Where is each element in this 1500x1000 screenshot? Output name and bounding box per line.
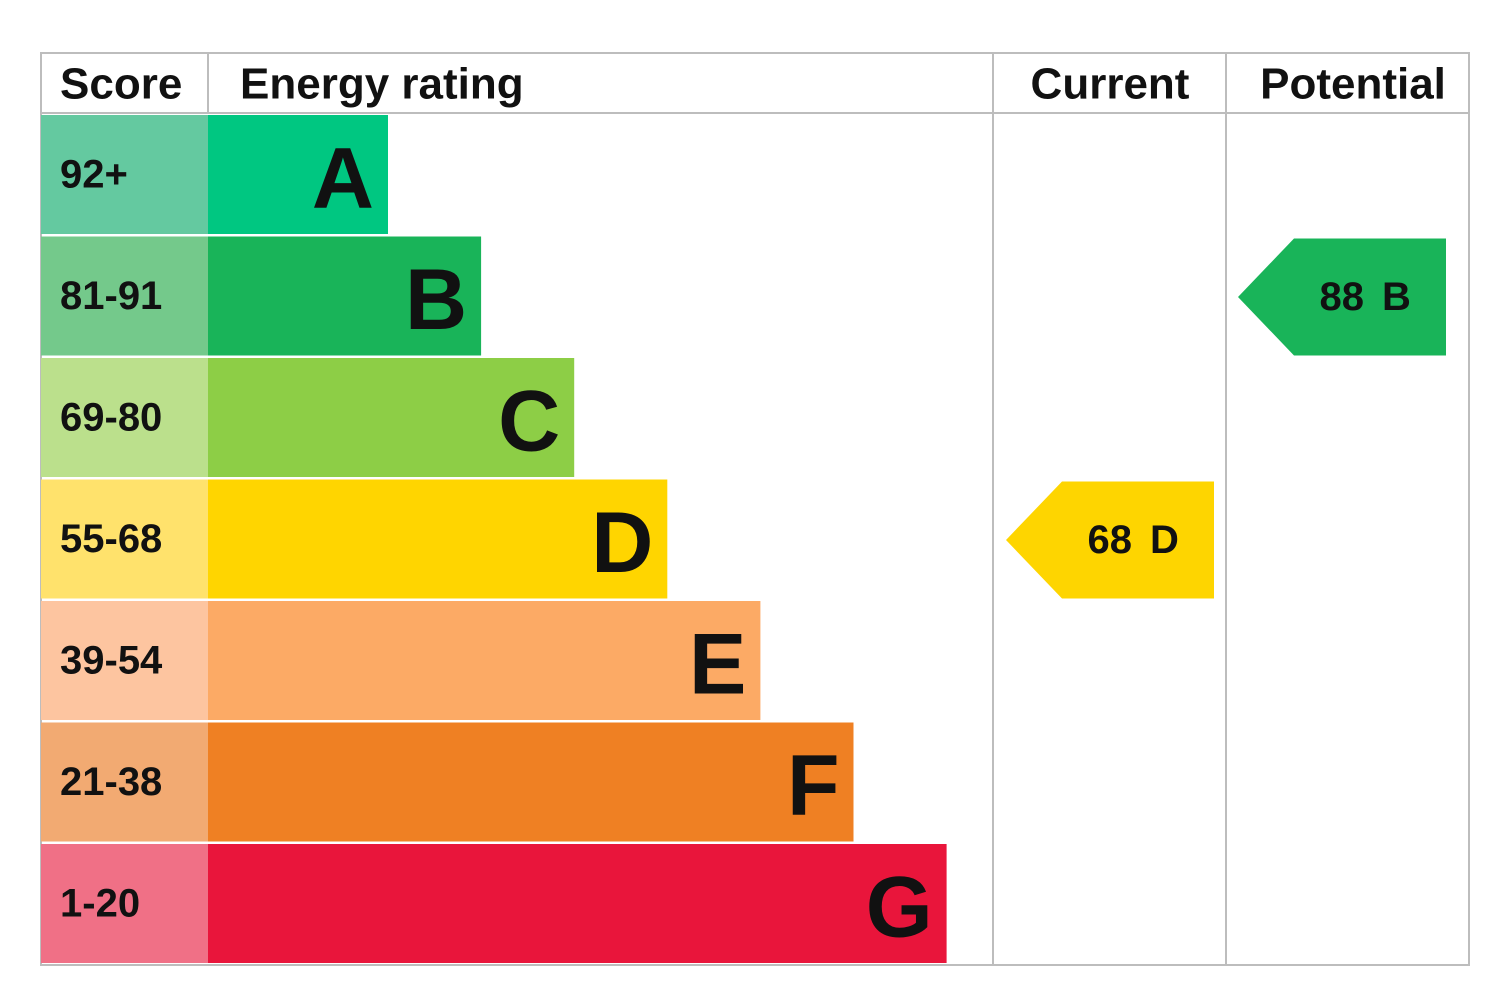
- potential-letter: B: [1382, 275, 1411, 319]
- rating-header: Energy rating: [240, 60, 524, 109]
- rating-bar: [208, 358, 575, 477]
- score-cell: [41, 358, 208, 477]
- rating-bar: [208, 115, 388, 234]
- score-cell: [41, 844, 208, 963]
- rating-letter: E: [689, 617, 746, 713]
- score-cell: [41, 722, 208, 842]
- score-range: 21-38: [60, 760, 162, 804]
- rating-letter: A: [312, 131, 374, 227]
- rating-letter: F: [787, 738, 840, 834]
- rating-letter: C: [498, 374, 560, 470]
- score-cell: [41, 479, 208, 599]
- score-range: 69-80: [60, 396, 162, 440]
- rating-letter: B: [405, 252, 467, 348]
- rating-bar: [208, 479, 668, 599]
- rating-bar: [208, 236, 482, 356]
- potential-value: 88: [1320, 275, 1365, 319]
- rating-letter: G: [866, 860, 933, 956]
- score-range: 55-68: [60, 517, 162, 561]
- score-cell: [41, 115, 208, 234]
- current-arrow: [1006, 481, 1214, 599]
- score-range: 39-54: [60, 639, 163, 683]
- rating-bar: [208, 601, 761, 720]
- current-header: Current: [1031, 60, 1190, 109]
- score-cell: [41, 236, 208, 356]
- rating-bar: [208, 844, 947, 963]
- score-range: 1-20: [60, 882, 140, 926]
- score-cell: [41, 601, 208, 720]
- score-header: Score: [60, 60, 182, 109]
- rating-letter: D: [591, 495, 653, 591]
- current-value: 68: [1088, 518, 1133, 562]
- score-range: 92+: [60, 153, 128, 197]
- current-letter: D: [1150, 518, 1179, 562]
- potential-header: Potential: [1260, 60, 1446, 109]
- potential-arrow: [1238, 238, 1446, 356]
- score-range: 81-91: [60, 274, 162, 318]
- rating-bar: [208, 722, 854, 842]
